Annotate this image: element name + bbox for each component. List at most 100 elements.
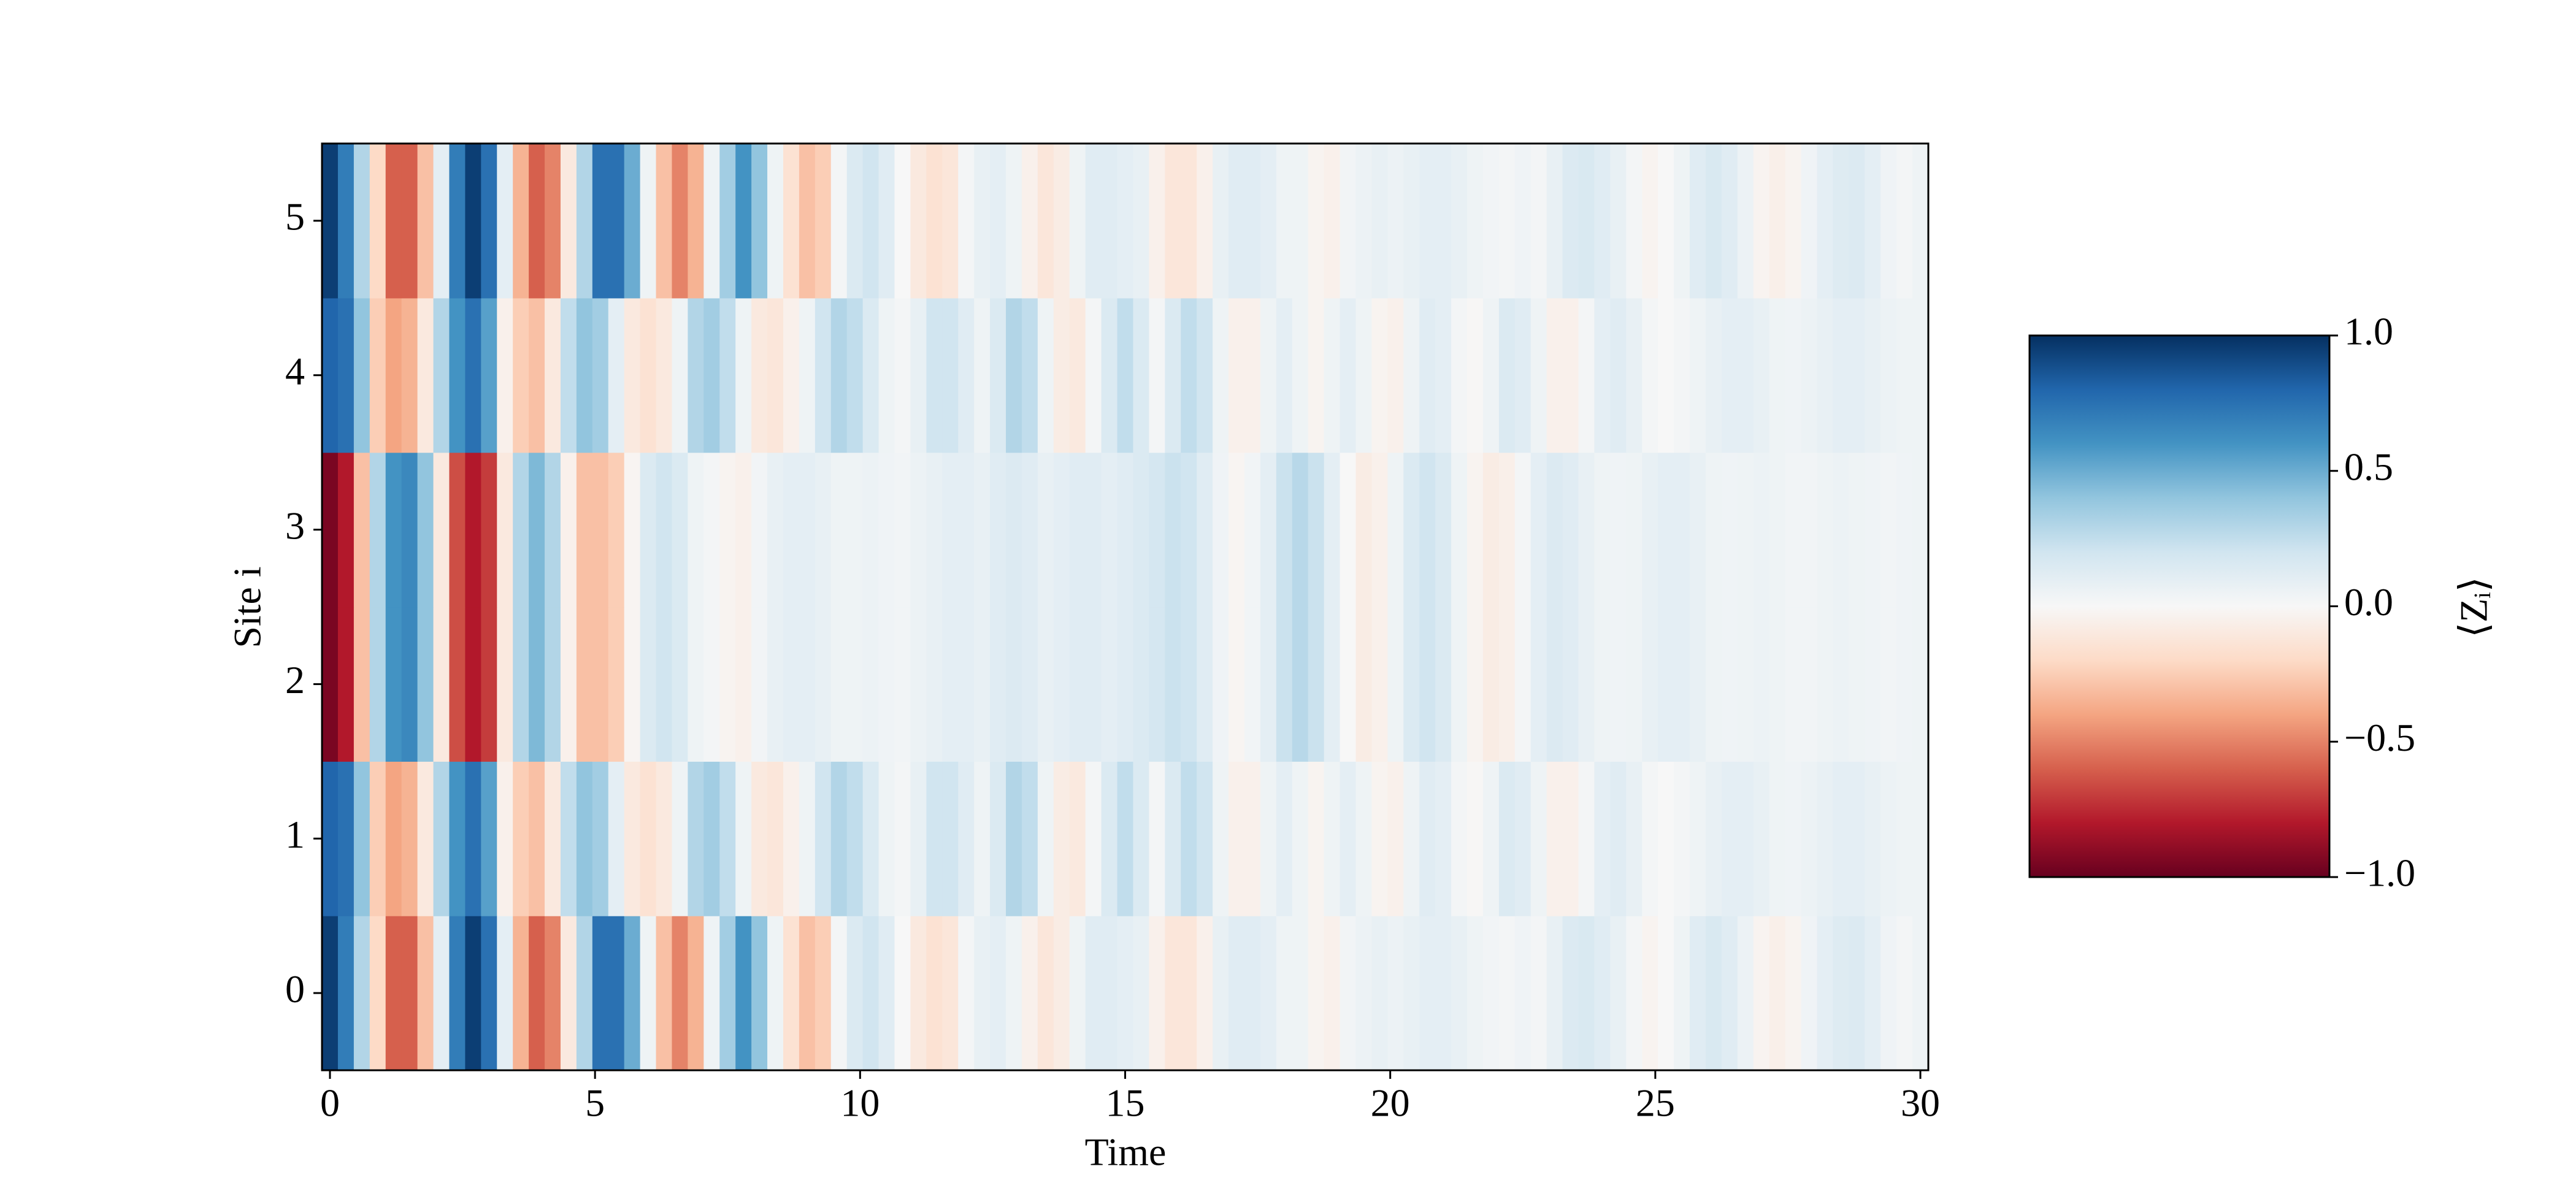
heatmap-cell [1817, 607, 1834, 762]
heatmap-cell [401, 761, 418, 916]
heatmap-cell [1165, 144, 1181, 299]
heatmap-cell [990, 761, 1006, 916]
heatmap-cell [1642, 297, 1658, 453]
heatmap-cell [576, 452, 593, 608]
heatmap-cell [1690, 452, 1706, 608]
heatmap-cell [1340, 452, 1357, 608]
heatmap-cell [926, 144, 943, 299]
heatmap-cell [751, 144, 768, 299]
heatmap-cell [1498, 607, 1516, 762]
heatmap-cell [1498, 144, 1516, 299]
heatmap-cell [1530, 761, 1547, 916]
heatmap-cell [1387, 761, 1404, 916]
heatmap-cell [497, 144, 513, 299]
heatmap-cell [1037, 297, 1054, 453]
heatmap-cell [592, 607, 609, 762]
heatmap-cell [1085, 297, 1102, 453]
heatmap-cell [1610, 297, 1627, 453]
heatmap-cell [974, 297, 991, 453]
heatmap-cell [576, 297, 593, 453]
heatmap-cell [1674, 144, 1690, 299]
heatmap-cell [513, 916, 529, 1071]
heatmap-cell [688, 761, 704, 916]
heatmap-cell [1865, 452, 1881, 608]
heatmap-cell [1435, 144, 1452, 299]
heatmap-cell [1721, 916, 1738, 1071]
heatmap-cell [1737, 607, 1754, 762]
heatmap-cell [608, 297, 625, 453]
heatmap-cell [1213, 144, 1229, 299]
heatmap-cell [1435, 916, 1452, 1071]
heatmap-cell [1578, 297, 1595, 453]
heatmap-cell [942, 761, 959, 916]
heatmap-cell [1896, 761, 1913, 916]
heatmap-cell [1006, 297, 1022, 453]
heatmap-cell [353, 761, 370, 916]
heatmap-cell [751, 916, 768, 1071]
heatmap-cell [958, 452, 975, 608]
heatmap-cell [1085, 761, 1102, 916]
heatmap-cell [1213, 916, 1229, 1071]
heatmap-cell [1674, 761, 1690, 916]
heatmap-cell [1244, 297, 1261, 453]
heatmap-cell [497, 607, 513, 762]
heatmap-cell [846, 761, 864, 916]
heatmap-cell [1896, 607, 1913, 762]
heatmap-cell [1069, 452, 1086, 608]
heatmap-cell [1690, 144, 1706, 299]
heatmap-cell [1308, 144, 1325, 299]
heatmap-cell [942, 916, 959, 1071]
heatmap-cell [433, 297, 450, 453]
heatmap-cell [1578, 916, 1595, 1071]
heatmap-cell [576, 916, 593, 1071]
heatmap-cell [1133, 144, 1149, 299]
heatmap-cell [672, 144, 689, 299]
heatmap-cell [1371, 144, 1388, 299]
heatmap-cell [1133, 761, 1149, 916]
heatmap-cell [1642, 144, 1658, 299]
heatmap-cell [481, 916, 497, 1071]
heatmap-cell [1435, 297, 1452, 453]
heatmap-cell [846, 297, 864, 453]
heatmap-cell [990, 607, 1006, 762]
heatmap-cell [608, 607, 625, 762]
heatmap-cell [1849, 607, 1865, 762]
heatmap-cell [1355, 761, 1373, 916]
heatmap-cell [1101, 761, 1118, 916]
heatmap-cell [1181, 144, 1197, 299]
heatmap-cell [1149, 916, 1165, 1071]
heatmap-cell [1753, 452, 1770, 608]
heatmap-cell [1292, 297, 1309, 453]
heatmap-cell [529, 297, 545, 453]
heatmap-cell [417, 297, 434, 453]
heatmap-cell [1530, 144, 1547, 299]
heatmap-cell [1498, 761, 1516, 916]
heatmap-cell [1514, 297, 1531, 453]
heatmap-cell [401, 452, 418, 608]
heatmap-cell [608, 761, 625, 916]
heatmap-cell [1006, 916, 1022, 1071]
heatmap-cell [513, 144, 529, 299]
heatmap-cell [1181, 297, 1197, 453]
heatmap-cell [1213, 452, 1229, 608]
heatmap-cell [958, 144, 975, 299]
heatmap-cell [1165, 761, 1181, 916]
heatmap-cell [1324, 607, 1341, 762]
heatmap-cell [1355, 452, 1373, 608]
heatmap-cell [910, 452, 927, 608]
heatmap-cell [1514, 452, 1531, 608]
y-tick-label: 3 [285, 504, 305, 547]
heatmap-cell [1546, 452, 1563, 608]
heatmap-cell [1880, 297, 1897, 453]
heatmap-cell [1037, 607, 1054, 762]
heatmap-cell [1737, 297, 1754, 453]
heatmap-cell [1658, 607, 1674, 762]
heatmap-cell [1562, 452, 1579, 608]
heatmap-cell [1482, 452, 1500, 608]
heatmap-cell [1229, 761, 1245, 916]
heatmap-cell [1626, 916, 1643, 1071]
heatmap-cell [1896, 452, 1913, 608]
heatmap-cell [1896, 297, 1913, 453]
heatmap-cell [767, 916, 784, 1071]
heatmap-cell [735, 916, 752, 1071]
